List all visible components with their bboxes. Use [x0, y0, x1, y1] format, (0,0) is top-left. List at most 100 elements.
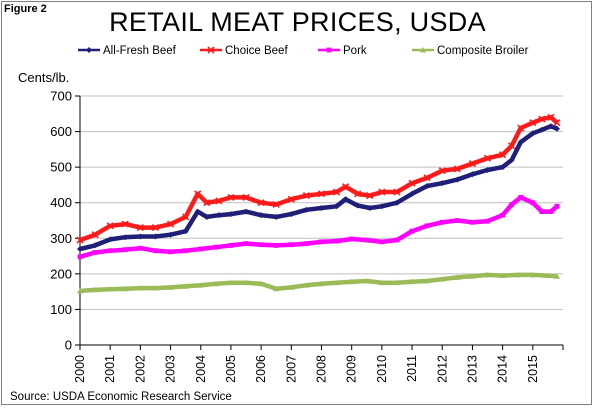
data-point: [258, 212, 265, 219]
data-point: [106, 222, 114, 230]
data-point: [257, 199, 265, 207]
data-point: [152, 233, 159, 240]
data-point: [92, 286, 99, 293]
data-point: [363, 277, 370, 284]
legend-item: All-Fresh Beef: [78, 45, 177, 57]
x-tick-label: 2013: [465, 355, 479, 383]
data-point: [364, 237, 370, 243]
data-point: [470, 219, 475, 225]
data-point: [394, 237, 400, 243]
data-point: [203, 199, 211, 207]
data-point: [454, 176, 461, 183]
data-point: [122, 285, 129, 292]
data-point: [499, 151, 507, 159]
legend-label: Composite Broiler: [437, 45, 529, 57]
x-tick-label: 2002: [133, 355, 147, 383]
x-tick-label: 2003: [164, 355, 178, 383]
data-point: [409, 190, 416, 197]
data-point: [213, 244, 219, 250]
legend-label: Choice Beef: [225, 45, 288, 57]
data-point: [484, 271, 491, 278]
y-axis-label: Cents/lb.: [18, 70, 69, 85]
data-point: [258, 280, 265, 287]
data-point: [454, 218, 460, 223]
chart-legend: All-Fresh Beef Choice Beef Pork Composite B…: [78, 45, 529, 57]
data-point: [166, 220, 175, 228]
x-ticks: 2000 2001 2002 2003 2004 2005 2006 2007 2008 2009…: [73, 345, 564, 383]
data-point: [529, 130, 536, 137]
x-tick-label: 2004: [194, 355, 208, 383]
data-point: [242, 193, 250, 201]
data-point: [318, 205, 325, 212]
data-point: [378, 203, 385, 210]
data-point: [137, 285, 144, 291]
y-tick-label: 0: [65, 338, 72, 353]
chart-title: RETAIL MEAT PRICES, USDA: [109, 7, 486, 37]
data-point: [243, 241, 249, 247]
data-point: [182, 283, 189, 289]
grid-lines: [80, 95, 563, 310]
data-point: [77, 287, 83, 294]
x-tick-label: 2012: [435, 355, 449, 383]
y-tick-label: 700: [50, 89, 72, 104]
data-point: [167, 231, 174, 238]
data-point: [366, 205, 373, 212]
x-tick-label: 2007: [284, 355, 298, 383]
data-point: [243, 279, 250, 286]
data-point: [333, 188, 341, 196]
data-point: [333, 203, 340, 210]
data-point: [243, 208, 250, 215]
x-tick-label: 2009: [345, 355, 359, 383]
data-point: [91, 231, 99, 239]
data-point: [121, 220, 129, 228]
data-point: [215, 197, 223, 205]
data-point: [153, 248, 158, 254]
data-point: [228, 243, 234, 248]
x-tick-label: 2014: [496, 355, 510, 383]
data-point: [197, 282, 204, 288]
data-point: [273, 243, 279, 248]
data-point: [530, 200, 536, 206]
data-point: [182, 228, 189, 235]
data-point: [349, 236, 355, 242]
data-point: [194, 190, 202, 198]
data-point: [92, 242, 99, 249]
data-point: [354, 202, 361, 209]
y-tick-label: 500: [50, 160, 72, 175]
data-point: [378, 188, 386, 196]
data-point: [137, 233, 144, 240]
data-point: [484, 166, 491, 173]
data-point: [538, 115, 546, 123]
data-point: [544, 272, 551, 279]
data-point: [227, 193, 235, 201]
data-point: [379, 239, 385, 245]
x-tick-label: 2000: [73, 355, 87, 383]
data-point: [92, 250, 98, 255]
data-point: [553, 125, 560, 132]
data-point: [122, 234, 129, 241]
data-point: [499, 164, 506, 171]
data-point: [107, 236, 114, 243]
x-tick-label: 2011: [405, 355, 419, 382]
data-point: [518, 194, 524, 200]
data-point: [318, 280, 325, 287]
data-point: [423, 174, 431, 182]
series-composite-broiler: [77, 271, 560, 294]
legend-label: All-Fresh Beef: [103, 45, 177, 57]
data-point: [342, 196, 349, 203]
x-tick-label: 2006: [254, 355, 268, 383]
x-tick-label: 2005: [224, 355, 238, 383]
data-point: [409, 228, 415, 234]
data-point: [137, 245, 143, 251]
data-point: [366, 192, 374, 200]
data-point: [439, 276, 446, 282]
data-point: [273, 213, 280, 220]
data-point: [203, 213, 210, 220]
data-point: [454, 274, 461, 280]
data-point: [424, 277, 431, 284]
y-tick-label: 200: [50, 266, 72, 281]
data-point: [393, 188, 401, 196]
data-point: [167, 284, 174, 290]
data-point: [553, 119, 561, 127]
